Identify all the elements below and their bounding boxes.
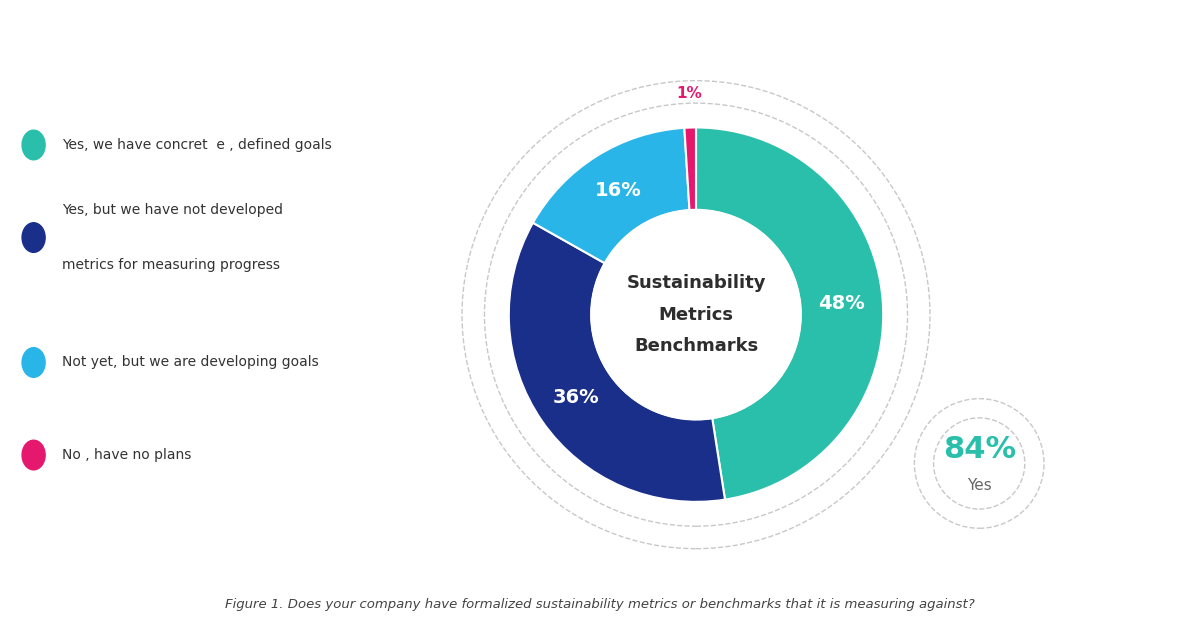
Text: Yes: Yes bbox=[967, 478, 991, 492]
Text: Benchmarks: Benchmarks bbox=[634, 337, 758, 355]
Text: Not yet, but we are developing goals: Not yet, but we are developing goals bbox=[62, 355, 319, 370]
Circle shape bbox=[592, 210, 800, 420]
Circle shape bbox=[22, 130, 46, 160]
Text: metrics for measuring progress: metrics for measuring progress bbox=[62, 259, 281, 272]
Text: 84%: 84% bbox=[943, 434, 1015, 463]
Text: Sustainability: Sustainability bbox=[626, 275, 766, 292]
Circle shape bbox=[22, 223, 46, 252]
Circle shape bbox=[22, 441, 46, 470]
Text: Figure 1. Does your company have formalized sustainability metrics or benchmarks: Figure 1. Does your company have formali… bbox=[226, 598, 974, 611]
Text: Metrics: Metrics bbox=[659, 305, 733, 324]
Text: 48%: 48% bbox=[818, 294, 865, 313]
Wedge shape bbox=[509, 223, 725, 502]
Circle shape bbox=[22, 348, 46, 378]
Wedge shape bbox=[684, 128, 696, 210]
Text: Yes, we have concret  e , defined goals: Yes, we have concret e , defined goals bbox=[62, 138, 332, 152]
Wedge shape bbox=[533, 128, 690, 263]
Text: Yes, but we have not developed: Yes, but we have not developed bbox=[62, 203, 283, 217]
Text: 16%: 16% bbox=[595, 181, 642, 201]
Text: No , have no plans: No , have no plans bbox=[62, 448, 192, 462]
Text: 1%: 1% bbox=[677, 86, 702, 101]
Wedge shape bbox=[696, 128, 883, 500]
Text: 36%: 36% bbox=[553, 389, 599, 407]
